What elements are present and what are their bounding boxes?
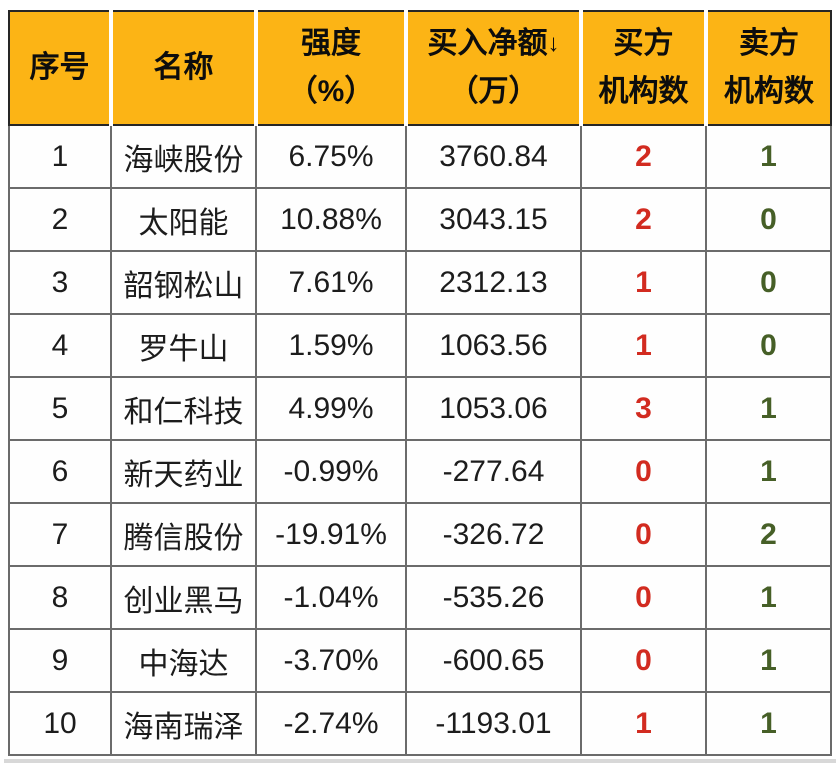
cell-index: 3	[8, 250, 112, 315]
cell-buyers: 1	[580, 250, 707, 315]
cell-sellers: 2	[705, 502, 832, 567]
cell-buyers: 1	[580, 313, 707, 378]
cell-net-buy: -600.65	[405, 628, 582, 693]
cell-buyers: 0	[580, 628, 707, 693]
cell-name: 新天药业	[110, 439, 257, 504]
cell-strength: 4.99%	[255, 376, 407, 441]
cell-sellers: 0	[705, 250, 832, 315]
header-row: 序号 名称 强度 （%） 买入净额↓ （万） 买方 机构数	[9, 11, 831, 126]
cell-sellers: 0	[705, 313, 832, 378]
header-cell-buyers: 买方 机构数	[579, 11, 706, 126]
cell-net-buy: -1193.01	[405, 691, 582, 756]
cell-buyers: 3	[580, 376, 707, 441]
cell-strength: -19.91%	[255, 502, 407, 567]
cell-index: 6	[8, 439, 112, 504]
table-body: 1 海峡股份 6.75% 3760.84 2 1 2 太阳能 10.88% 30…	[8, 124, 832, 756]
cell-sellers: 1	[705, 124, 832, 189]
table-row: 8 创业黑马 -1.04% -535.26 0 1	[8, 565, 832, 630]
cell-name: 海南瑞泽	[110, 691, 257, 756]
cell-buyers: 0	[580, 439, 707, 504]
cell-name: 海峡股份	[110, 124, 257, 189]
table-row: 10 海南瑞泽 -2.74% -1193.01 1 1	[8, 691, 832, 756]
table-row: 3 韶钢松山 7.61% 2312.13 1 0	[8, 250, 832, 315]
cell-sellers: 1	[705, 628, 832, 693]
institution-trading-table: 序号 名称 强度 （%） 买入净额↓ （万） 买方 机构数	[8, 10, 832, 756]
cell-net-buy: -535.26	[405, 565, 582, 630]
cell-strength: -0.99%	[255, 439, 407, 504]
cell-sellers: 1	[705, 439, 832, 504]
header-label: 机构数	[598, 75, 689, 108]
header-cell-name: 名称	[109, 11, 256, 126]
header-label: 强度	[301, 27, 361, 60]
header-label: 买方	[613, 27, 674, 60]
cell-buyers: 2	[580, 124, 707, 189]
cell-strength: 10.88%	[255, 187, 407, 252]
cell-name: 腾信股份	[110, 502, 257, 567]
cell-index: 2	[8, 187, 112, 252]
cell-strength: 7.61%	[255, 250, 407, 315]
cell-net-buy: 1053.06	[405, 376, 582, 441]
cell-strength: 6.75%	[255, 124, 407, 189]
cell-buyers: 0	[580, 502, 707, 567]
header-label: 名称	[153, 51, 214, 84]
table-row: 7 腾信股份 -19.91% -326.72 0 2	[8, 502, 832, 567]
header-cell-strength: 强度 （%）	[254, 11, 406, 126]
table-row: 1 海峡股份 6.75% 3760.84 2 1	[8, 124, 832, 189]
table-row: 2 太阳能 10.88% 3043.15 2 0	[8, 187, 832, 252]
header-cell-sellers: 卖方 机构数	[704, 11, 831, 126]
cell-buyers: 1	[580, 691, 707, 756]
cell-buyers: 0	[580, 565, 707, 630]
cell-net-buy: 2312.13	[405, 250, 582, 315]
table-bottom-shadow	[4, 759, 836, 763]
cell-name: 创业黑马	[110, 565, 257, 630]
header-label: 机构数	[724, 75, 814, 108]
sort-descending-icon: ↓	[547, 30, 560, 57]
cell-index: 7	[8, 502, 112, 567]
header-label-unit: （万）	[448, 75, 539, 108]
table-header: 序号 名称 强度 （%） 买入净额↓ （万） 买方 机构数	[9, 11, 831, 126]
cell-net-buy: -326.72	[405, 502, 582, 567]
header-label: 卖方	[739, 27, 799, 60]
cell-net-buy: 3760.84	[405, 124, 582, 189]
cell-index: 4	[8, 313, 112, 378]
header-cell-net-buy[interactable]: 买入净额↓ （万）	[404, 11, 581, 126]
cell-index: 10	[8, 691, 112, 756]
cell-buyers: 2	[580, 187, 707, 252]
cell-index: 9	[8, 628, 112, 693]
cell-sellers: 1	[705, 565, 832, 630]
cell-net-buy: -277.64	[405, 439, 582, 504]
cell-strength: -2.74%	[255, 691, 407, 756]
cell-net-buy: 3043.15	[405, 187, 582, 252]
cell-net-buy: 1063.56	[405, 313, 582, 378]
cell-name: 韶钢松山	[110, 250, 257, 315]
cell-sellers: 1	[705, 691, 832, 756]
cell-name: 和仁科技	[110, 376, 257, 441]
table-row: 6 新天药业 -0.99% -277.64 0 1	[8, 439, 832, 504]
table-row: 4 罗牛山 1.59% 1063.56 1 0	[8, 313, 832, 378]
cell-sellers: 1	[705, 376, 832, 441]
cell-index: 5	[8, 376, 112, 441]
table-row: 9 中海达 -3.70% -600.65 0 1	[8, 628, 832, 693]
cell-name: 罗牛山	[110, 313, 257, 378]
table-row: 5 和仁科技 4.99% 1053.06 3 1	[8, 376, 832, 441]
cell-name: 太阳能	[110, 187, 257, 252]
cell-strength: 1.59%	[255, 313, 407, 378]
cell-index: 8	[8, 565, 112, 630]
cell-strength: -3.70%	[255, 628, 407, 693]
header-label-unit: （%）	[287, 75, 375, 108]
cell-strength: -1.04%	[255, 565, 407, 630]
cell-index: 1	[8, 124, 112, 189]
header-label: 买入净额↓	[427, 27, 560, 60]
cell-name: 中海达	[110, 628, 257, 693]
header-cell-index: 序号	[9, 11, 111, 126]
header-label: 序号	[29, 51, 90, 84]
cell-sellers: 0	[705, 187, 832, 252]
